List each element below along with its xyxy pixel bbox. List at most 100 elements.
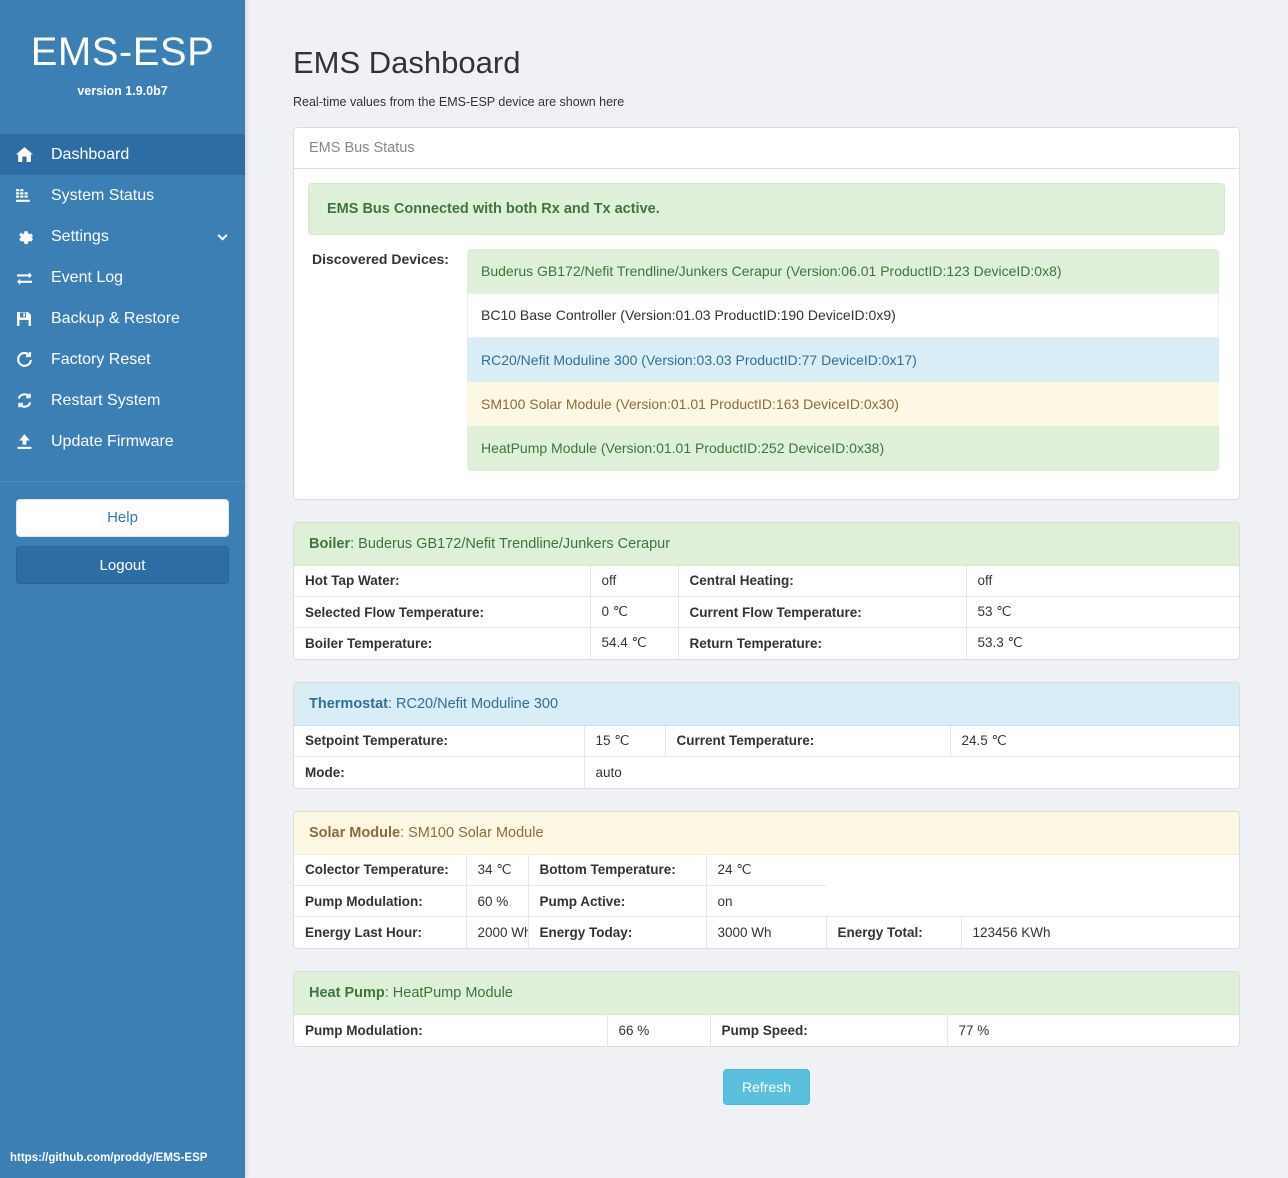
brand: EMS-ESP version 1.9.0b7 (0, 0, 245, 132)
solar-row2-spacer (826, 886, 1239, 917)
boiler-label-return-temperature: Return Temperature: (678, 627, 967, 659)
boiler-label-selected-flow-temperature: Selected Flow Temperature: (294, 596, 591, 628)
brand-version: version 1.9.0b7 (77, 84, 168, 98)
chevron-down-icon[interactable] (215, 230, 229, 243)
exchange-icon (16, 269, 42, 286)
sidebar-item-backup-restore[interactable]: Backup & Restore (0, 298, 245, 339)
solar-panel-title: Solar Module (309, 824, 401, 841)
boiler-label-current-flow-temperature: Current Flow Temperature: (678, 596, 967, 628)
discovered-devices-section: Discovered Devices: Buderus GB172/Nefit … (308, 235, 1225, 484)
boiler-panel-device: : Buderus GB172/Nefit Trendline/Junkers … (350, 535, 671, 552)
boiler-label-hot-tap-water: Hot Tap Water: (294, 565, 591, 597)
thermostat-panel-device: : RC20/Nefit Moduline 300 (387, 695, 559, 712)
ems-bus-status-title: EMS Bus Status (294, 128, 1239, 170)
upload-icon (16, 433, 42, 450)
list-item: BC10 Base Controller (Version:01.03 Prod… (467, 293, 1219, 338)
table-row: Energy Last Hour: 2000 Wh Energy Today: … (294, 916, 1239, 948)
solar-label-colector-temperature: Colector Temperature: (294, 854, 467, 886)
sidebar-item-event-log[interactable]: Event Log (0, 257, 245, 298)
sidebar-footer-link[interactable]: https://github.com/proddy/EMS-ESP (0, 1152, 245, 1164)
list-item: SM100 Solar Module (Version:01.01 Produc… (467, 382, 1219, 427)
sidebar-item-settings[interactable]: Settings (0, 216, 245, 257)
boiler-panel-title: Boiler (309, 535, 351, 552)
heatpump-value-pump-speed: 77 % (958, 1022, 990, 1038)
boiler-value-selected-flow-temperature: 0 ℃ (590, 596, 679, 628)
solar-table: Colector Temperature: 34 ℃ Bottom Temper… (294, 854, 1239, 948)
heatpump-value-pump-modulation: 66 % (607, 1014, 711, 1046)
boiler-value-central-heating: off (977, 573, 993, 589)
heat-pump-panel: Heat Pump: HeatPump Module Pump Modulati… (293, 970, 1240, 1047)
solar-module-panel: Solar Module: SM100 Solar Module Colecto… (293, 810, 1240, 949)
boiler-panel-header: Boiler: Buderus GB172/Nefit Trendline/Ju… (294, 522, 1239, 566)
solar-value-pump-active: on (706, 885, 826, 917)
heatpump-panel-title: Heat Pump (309, 984, 385, 1001)
sidebar-item-label: System Status (51, 186, 155, 204)
table-row: Pump Modulation: 66 % Pump Speed: 77 % (294, 1014, 1239, 1046)
sidebar-item-restart-system[interactable]: Restart System (0, 380, 245, 421)
heatpump-panel-header: Heat Pump: HeatPump Module (294, 971, 1239, 1015)
sidebar-item-label: Dashboard (51, 145, 130, 163)
github-link[interactable]: https://github.com/proddy/EMS-ESP (10, 1152, 208, 1164)
thermostat-table: Setpoint Temperature: 15 ℃ Current Tempe… (294, 725, 1239, 788)
page-subtitle: Real-time values from the EMS-ESP device… (293, 95, 625, 110)
sidebar-item-label: Restart System (51, 391, 161, 409)
sidebar-item-update-firmware[interactable]: Update Firmware (0, 421, 245, 462)
boiler-value-boiler-temperature: 54.4 ℃ (590, 627, 679, 659)
sidebar-item-label: Factory Reset (51, 350, 151, 368)
ems-bus-status-body: EMS Bus Connected with both Rx and Tx ac… (294, 169, 1239, 498)
thermostat-panel-title: Thermostat (309, 695, 388, 712)
solar-value-colector-temperature: 34 ℃ (466, 854, 529, 886)
solar-value-energy-total: 123456 KWh (961, 916, 1239, 948)
boiler-table: Hot Tap Water: off Central Heating: off … (294, 565, 1239, 659)
sidebar-nav: Dashboard System Status (0, 134, 245, 462)
sidebar-item-dashboard[interactable]: Dashboard (0, 134, 245, 175)
thermostat-value-setpoint-temperature: 15 ℃ (584, 725, 666, 757)
solar-panel-device: : SM100 Solar Module (400, 824, 544, 841)
table-row: Setpoint Temperature: 15 ℃ Current Tempe… (294, 725, 1239, 757)
logout-button[interactable]: Logout (16, 546, 229, 584)
solar-label-energy-last-hour: Energy Last Hour: (294, 916, 467, 948)
sidebar-actions: Help Logout (0, 482, 245, 584)
ems-bus-status-card: EMS Bus Status EMS Bus Connected with bo… (293, 127, 1240, 500)
main-content: EMS Dashboard Real-time values from the … (245, 0, 1288, 1178)
table-row: Mode: auto (294, 756, 1239, 788)
sidebar-item-label: Update Firmware (51, 432, 174, 450)
thermostat-value-mode: auto (584, 756, 1239, 788)
sidebar-item-factory-reset[interactable]: Factory Reset (0, 339, 245, 380)
table-row: Hot Tap Water: off Central Heating: off (294, 565, 1239, 597)
table-row: Colector Temperature: 34 ℃ Bottom Temper… (294, 854, 1239, 886)
boiler-label-central-heating: Central Heating: (678, 565, 967, 597)
thermostat-label-current-temperature: Current Temperature: (665, 725, 951, 757)
thermostat-label-setpoint-temperature: Setpoint Temperature: (294, 725, 585, 757)
heatpump-label-pump-speed: Pump Speed: (710, 1014, 948, 1046)
restart-icon (16, 392, 42, 409)
bus-status-alert: EMS Bus Connected with both Rx and Tx ac… (308, 183, 1225, 236)
solar-label-energy-total: Energy Total: (826, 916, 962, 948)
refresh-button[interactable]: Refresh (722, 1068, 811, 1105)
sidebar-divider (0, 481, 245, 482)
table-row: Selected Flow Temperature: 0 ℃ Current F… (294, 596, 1239, 628)
solar-label-pump-active: Pump Active: (528, 885, 707, 917)
boiler-label-boiler-temperature: Boiler Temperature: (294, 627, 591, 659)
thermostat-label-mode: Mode: (294, 756, 585, 788)
solar-row1-spacer (826, 855, 1239, 886)
brand-title: EMS-ESP (30, 30, 215, 74)
heatpump-label-pump-modulation: Pump Modulation: (294, 1014, 608, 1046)
solar-label-energy-today: Energy Today: (528, 916, 707, 948)
home-icon (16, 146, 42, 163)
boiler-value-current-flow-temperature: 53 ℃ (966, 596, 1239, 628)
gear-icon (16, 228, 42, 245)
thermostat-panel-header: Thermostat: RC20/Nefit Moduline 300 (294, 682, 1239, 726)
list-item: RC20/Nefit Moduline 300 (Version:03.03 P… (467, 337, 1219, 383)
solar-value-bottom-temperature: 24 ℃ (717, 861, 752, 877)
boiler-panel: Boiler: Buderus GB172/Nefit Trendline/Ju… (293, 521, 1240, 660)
sidebar-item-label: Event Log (51, 268, 124, 286)
chart-icon (16, 187, 42, 204)
solar-value-pump-modulation: 60 % (466, 885, 529, 917)
sidebar-item-system-status[interactable]: System Status (0, 175, 245, 216)
refresh-button-container: Refresh (293, 1068, 1240, 1105)
solar-value-energy-last-hour: 2000 Wh (466, 916, 529, 948)
help-button[interactable]: Help (16, 499, 229, 537)
save-icon (16, 311, 42, 327)
